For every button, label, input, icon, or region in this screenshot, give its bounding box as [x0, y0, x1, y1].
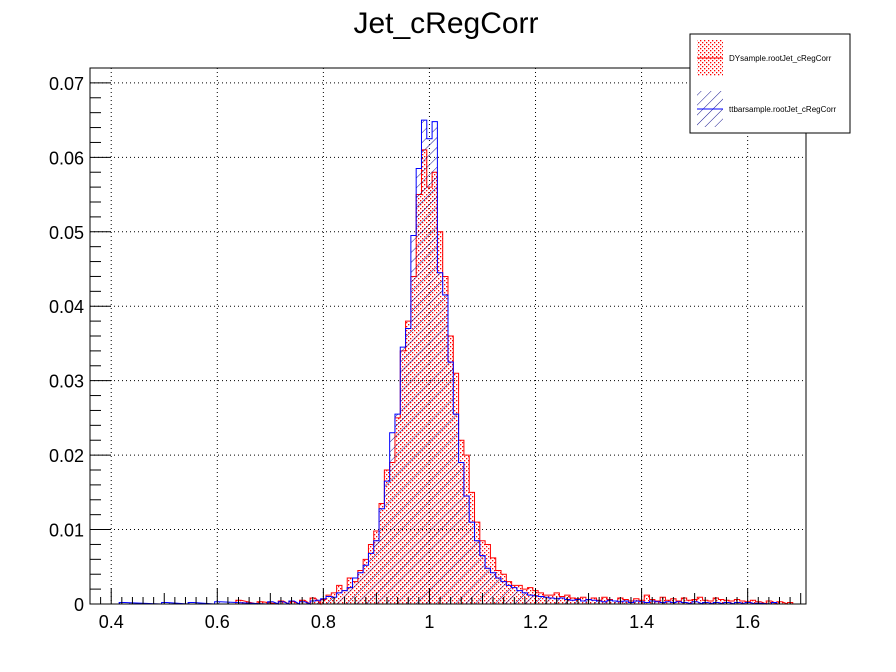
- y-tick-label: 0: [74, 595, 84, 615]
- y-tick-label: 0.01: [49, 521, 84, 541]
- x-tick-label: 1.4: [629, 612, 654, 632]
- x-tick-label: 1: [424, 612, 434, 632]
- x-tick-label: 0.8: [311, 612, 336, 632]
- y-tick-label: 0.07: [49, 74, 84, 94]
- y-tick-label: 0.06: [49, 148, 84, 168]
- series-outline-1: [90, 119, 806, 605]
- chart-title: Jet_cRegCorr: [353, 7, 538, 40]
- legend: DYsample.rootJet_cRegCorr ttbarsample.ro…: [689, 33, 851, 134]
- x-tick-label: 1.6: [735, 612, 760, 632]
- x-tick-label: 1.2: [523, 612, 548, 632]
- x-tick-label: 0.4: [99, 612, 124, 632]
- legend-label-dy: DYsample.rootJet_cRegCorr: [729, 54, 832, 63]
- series-1: [90, 119, 806, 605]
- y-tick-label: 0.03: [49, 372, 84, 392]
- x-tick-label: 0.6: [205, 612, 230, 632]
- histogram-series: [90, 119, 806, 606]
- y-tick-label: 0.04: [49, 297, 84, 317]
- axes: 0.4 0.6 0.8 1 1.2 1.4 1.6 0 0.01 0.02 0.03 0.04 0.05…: [49, 67, 807, 632]
- y-tick-label: 0.05: [49, 223, 84, 243]
- y-tick-label: 0.02: [49, 446, 84, 466]
- legend-label-ttbar: ttbarsample.rootJet_cRegCorr: [729, 105, 836, 114]
